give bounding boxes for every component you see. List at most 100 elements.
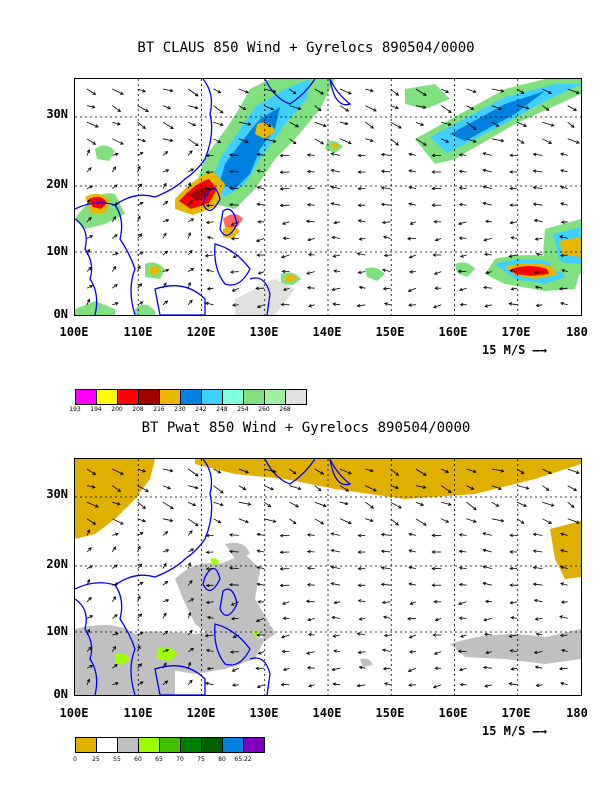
wind-vector (257, 304, 265, 308)
wind-vector (334, 601, 341, 604)
wind-arrowhead (187, 611, 192, 616)
wind-vector (408, 533, 416, 536)
wind-vector (307, 154, 315, 156)
wind-arrowhead (306, 583, 311, 587)
wind-vector (137, 631, 144, 636)
wind-vector (187, 218, 194, 223)
wind-vector (289, 501, 299, 508)
wind-vector (483, 666, 492, 669)
wind-vector (408, 153, 416, 156)
wind-arrowhead (231, 683, 236, 687)
wind-vector (206, 649, 214, 652)
wind-vector (333, 683, 341, 686)
wind-vector (533, 203, 543, 206)
wind-vector (306, 220, 315, 223)
wind-arrowhead (142, 518, 146, 523)
wind-arrowhead (306, 153, 311, 157)
wind-vector (339, 138, 352, 144)
wind-vector (229, 584, 239, 586)
wind-vector (560, 682, 568, 686)
wind-arrowhead (333, 600, 338, 605)
wind-arrowhead (445, 139, 450, 143)
wind-arrowhead (431, 170, 436, 174)
wind-arrowhead (245, 519, 249, 524)
wind-vector (86, 547, 92, 553)
wind-vector (137, 532, 144, 536)
wind-arrowhead (433, 600, 438, 604)
wind-vector (314, 501, 327, 507)
wind-arrowhead (498, 106, 502, 110)
wind-arrowhead (380, 186, 385, 190)
wind-vector (536, 253, 543, 256)
wind-arrowhead (137, 545, 141, 550)
wind-arrowhead (189, 530, 193, 534)
wind-vector (510, 221, 518, 224)
wind-arrowhead (205, 648, 210, 653)
wind-arrowhead (383, 633, 388, 638)
wind-vector (137, 546, 141, 553)
wind-arrowhead (348, 140, 352, 145)
wind-arrowhead (256, 202, 261, 207)
wind-vector (365, 88, 374, 92)
wind-vector (112, 518, 124, 525)
wind-vector (459, 667, 467, 671)
wind-vector (333, 303, 341, 306)
wind-vector (162, 233, 167, 239)
wind-vector (86, 629, 90, 636)
wind-vector (482, 202, 492, 206)
wind-arrowhead (458, 186, 463, 190)
panel2-ylabel-0n: 0N (53, 687, 68, 701)
wind-arrowhead (458, 221, 462, 226)
wind-arrowhead (560, 600, 565, 604)
wind-arrowhead (165, 268, 170, 273)
wind-vector (384, 682, 391, 686)
wind-arrowhead (472, 139, 477, 143)
colorbar-label: 55 (113, 756, 121, 763)
wind-arrowhead (195, 93, 199, 97)
wind-vector (137, 501, 146, 509)
wind-arrowhead (89, 235, 94, 239)
wind-arrowhead (408, 202, 413, 206)
wind-arrowhead (408, 635, 413, 639)
wind-arrowhead (559, 615, 563, 619)
wind-arrowhead (485, 650, 489, 655)
wind-vector (359, 618, 366, 620)
wind-arrowhead (189, 199, 193, 204)
wind-arrowhead (457, 649, 462, 654)
panel2-xlabel-110e: 110E (123, 706, 153, 720)
wind-vector (187, 630, 193, 636)
wind-arrowhead (219, 122, 224, 127)
wind-vector (534, 219, 543, 223)
wind-vector (485, 220, 492, 223)
wind-arrowhead (205, 170, 210, 175)
wind-vector (229, 204, 239, 206)
wind-arrowhead (138, 563, 143, 568)
wind-arrowhead (508, 682, 513, 686)
wind-vector (384, 254, 391, 257)
wind-arrowhead (331, 235, 336, 240)
wind-vector (162, 662, 167, 669)
wind-arrowhead (535, 683, 540, 688)
wind-vector (382, 601, 391, 604)
wind-arrowhead (433, 220, 438, 224)
wind-arrowhead (433, 271, 438, 275)
wind-vector (359, 238, 366, 240)
wind-vector (408, 550, 416, 553)
wind-arrowhead (534, 237, 539, 241)
wind-vector (331, 169, 341, 173)
wind-arrowhead (382, 666, 387, 671)
wind-vector (331, 582, 341, 586)
wind-arrowhead (230, 222, 235, 226)
panel1-xlabel-120e: 120E (186, 325, 216, 339)
wind-vector (137, 166, 141, 173)
wind-arrowhead (205, 187, 210, 191)
wind-vector (567, 138, 580, 144)
wind-arrowhead (485, 219, 489, 224)
wind-vector (483, 238, 492, 241)
colorbar-swatch (202, 738, 223, 752)
wind-vector (112, 682, 119, 686)
wind-arrowhead (433, 651, 438, 655)
wind-vector (333, 254, 341, 257)
wind-vector (213, 485, 224, 494)
wind-vector (334, 650, 341, 652)
